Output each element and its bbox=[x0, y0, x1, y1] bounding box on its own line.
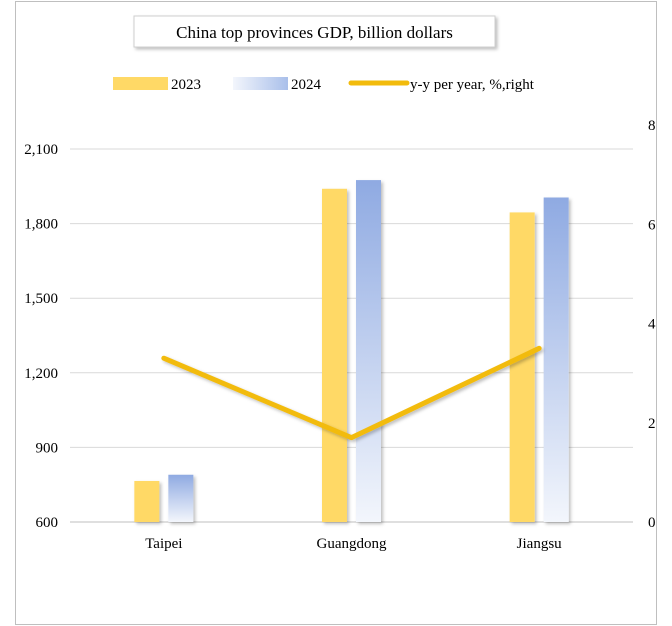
axes: 600 900 1,200 1,500 1,800 2,100 0 2 4 6 8 Taipei Gua… bbox=[24, 118, 656, 552]
yoy-point-Guangdong bbox=[351, 437, 352, 439]
y-right-tick-label: 0 bbox=[648, 515, 656, 531]
y-left-tick-label: 900 bbox=[36, 440, 59, 456]
legend-label-2024: 2024 bbox=[291, 77, 322, 93]
legend-label-2023: 2023 bbox=[171, 77, 201, 93]
y-right-tick-label: 6 bbox=[648, 217, 656, 233]
line-series bbox=[161, 345, 542, 441]
bar-2024-Taipei bbox=[168, 474, 194, 522]
x-tick-label: Jiangsu bbox=[517, 536, 563, 552]
gridlines bbox=[70, 148, 633, 523]
bar-2023-Taipei bbox=[134, 480, 160, 522]
bar-2024-Guangdong bbox=[356, 180, 381, 523]
chart-title-box: China top provinces GDP, billion dollars bbox=[133, 15, 496, 48]
bar-2023-Guangdong bbox=[322, 188, 347, 522]
y-left-tick-label: 1,200 bbox=[24, 366, 58, 382]
x-tick-label: Guangdong bbox=[317, 536, 387, 552]
y-right-tick-label: 8 bbox=[648, 118, 656, 134]
legend: 2023 2024 y-y per year, %,right bbox=[113, 77, 535, 93]
y-left-tick-label: 600 bbox=[36, 515, 59, 531]
chart-title: China top provinces GDP, billion dollars bbox=[176, 23, 453, 42]
yoy-point-Jiangsu bbox=[538, 347, 540, 349]
bars bbox=[134, 180, 569, 523]
legend-swatch-2023 bbox=[113, 77, 168, 90]
title-box bbox=[133, 15, 496, 48]
legend-swatch-2024 bbox=[233, 77, 288, 90]
legend-label-yoy: y-y per year, %,right bbox=[410, 77, 535, 93]
yoy-point-Taipei bbox=[163, 357, 165, 359]
bar-2024-Jiangsu bbox=[543, 197, 569, 523]
y-left-tick-label: 2,100 bbox=[24, 142, 58, 158]
y-left-tick-label: 1,500 bbox=[24, 291, 58, 307]
y-right-tick-label: 4 bbox=[648, 317, 656, 333]
y-left-tick-label: 1,800 bbox=[24, 217, 58, 233]
x-tick-label: Taipei bbox=[145, 536, 182, 552]
y-right-tick-label: 2 bbox=[648, 416, 656, 432]
bar-2023-Jiangsu bbox=[509, 212, 535, 522]
